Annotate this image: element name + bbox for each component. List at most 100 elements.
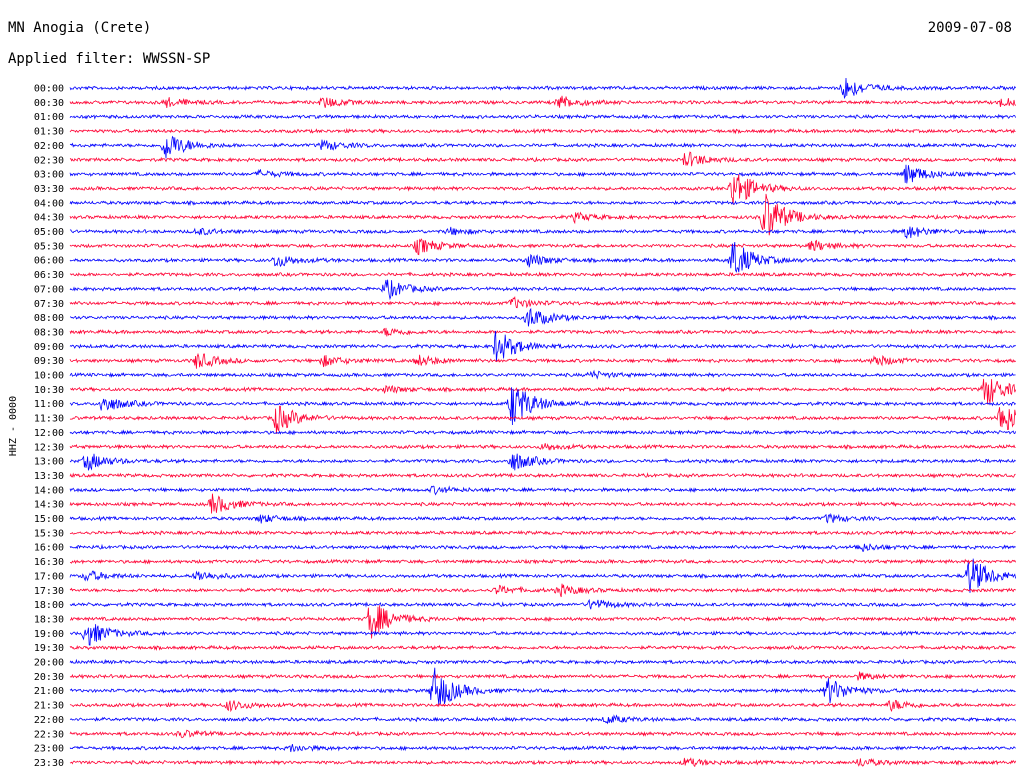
trace-line [69, 667, 1016, 705]
station-title: MN Anogia (Crete) [8, 20, 152, 36]
row-time-label: 21:30 [34, 701, 64, 712]
row-time-label: 02:30 [34, 155, 64, 166]
trace-line [70, 378, 1016, 405]
row-time-label: 01:30 [34, 127, 64, 138]
row-time-label: 16:00 [34, 543, 64, 554]
trace-line [70, 624, 1016, 646]
row-time-label: 18:00 [34, 600, 64, 611]
trace-line [69, 598, 1016, 610]
row-time-label: 00:30 [34, 98, 64, 109]
trace-line [69, 453, 1016, 471]
row-time-label: 06:00 [34, 256, 64, 267]
trace-line [69, 472, 1016, 479]
row-time-label: 03:30 [34, 184, 64, 195]
trace-line [69, 744, 1016, 753]
row-time-label: 15:00 [34, 514, 64, 525]
trace-line [69, 671, 1016, 681]
row-time-label: 13:00 [34, 457, 64, 468]
trace-line [69, 295, 1016, 309]
row-time-label: 11:00 [34, 399, 64, 410]
row-time-label: 23:00 [34, 744, 64, 755]
row-time-label: 02:00 [34, 141, 64, 152]
row-time-label: 14:00 [34, 485, 64, 496]
trace-rows [69, 77, 1016, 768]
row-time-label: 03:00 [34, 170, 64, 181]
trace-line [69, 443, 1016, 451]
trace-line [69, 174, 1016, 205]
trace-line [69, 271, 1016, 278]
row-time-label: 20:30 [34, 672, 64, 683]
trace-line [69, 327, 1016, 337]
row-time-label: 22:30 [34, 729, 64, 740]
trace-line [69, 226, 1016, 239]
trace-line [69, 543, 1016, 552]
trace-line [69, 485, 1016, 496]
trace-line [69, 729, 1016, 739]
row-time-label: 17:00 [34, 571, 64, 582]
trace-line [69, 529, 1016, 536]
row-time-label: 21:00 [34, 686, 64, 697]
trace-line [69, 307, 1016, 327]
row-time-label: 09:30 [34, 356, 64, 367]
trace-line [69, 164, 1016, 184]
trace-line [69, 135, 1016, 159]
row-time-label: 07:30 [34, 299, 64, 310]
trace-line [69, 330, 1016, 362]
trace-line [69, 493, 1016, 514]
row-time-label: 08:00 [34, 313, 64, 324]
row-time-label: 00:00 [34, 84, 64, 95]
row-time-label: 23:30 [34, 758, 64, 769]
filter-label: Applied filter: WWSSN-SP [8, 51, 211, 67]
trace-line [69, 757, 1016, 768]
channel-label: HHZ - 0000 [8, 396, 19, 456]
trace-line [69, 241, 1016, 273]
row-time-label: 09:00 [34, 342, 64, 353]
row-time-label: 13:30 [34, 471, 64, 482]
trace-line [69, 512, 1016, 524]
row-time-label: 17:30 [34, 586, 64, 597]
row-time-label: 19:30 [34, 643, 64, 654]
trace-line [69, 113, 1016, 120]
row-time-label: 19:00 [34, 629, 64, 640]
row-time-label: 22:00 [34, 715, 64, 726]
row-time-label: 05:00 [34, 227, 64, 238]
row-time-label: 10:30 [34, 385, 64, 396]
row-time-label: 11:30 [34, 414, 64, 425]
row-time-label: 05:30 [34, 241, 64, 252]
trace-line [69, 699, 1016, 713]
trace-line [69, 95, 1016, 109]
row-time-label: 08:30 [34, 327, 64, 338]
row-time-label: 06:30 [34, 270, 64, 281]
trace-line [69, 151, 1016, 167]
time-labels: 00:00 00:30 01:00 01:30 02:00 02:30 03:00 03:30… [34, 84, 64, 769]
row-time-label: 16:30 [34, 557, 64, 568]
trace-line [69, 193, 1016, 236]
row-time-label: 04:30 [34, 213, 64, 224]
trace-line [69, 558, 1016, 593]
row-time-label: 20:00 [34, 658, 64, 669]
trace-line [69, 127, 1016, 135]
trace-line [69, 658, 1016, 666]
row-time-label: 01:00 [34, 112, 64, 123]
trace-line [69, 405, 1016, 434]
trace-line [69, 279, 1016, 301]
trace-line [69, 387, 1016, 426]
row-time-label: 10:00 [34, 371, 64, 382]
trace-line [69, 429, 1016, 436]
date-label: 2009-07-08 [927, 20, 1012, 36]
row-time-label: 04:00 [34, 198, 64, 209]
row-time-label: 18:30 [34, 614, 64, 625]
row-time-label: 15:30 [34, 528, 64, 539]
trace-line [69, 77, 1016, 100]
row-time-label: 07:00 [34, 284, 64, 295]
row-time-label: 12:30 [34, 442, 64, 453]
trace-line [69, 583, 1016, 598]
trace-line [69, 369, 1016, 380]
trace-line [69, 714, 1016, 725]
trace-line [69, 605, 1016, 639]
trace-line [69, 352, 1016, 369]
trace-line [69, 238, 1016, 256]
row-time-label: 12:00 [34, 428, 64, 439]
trace-line [69, 644, 1016, 651]
